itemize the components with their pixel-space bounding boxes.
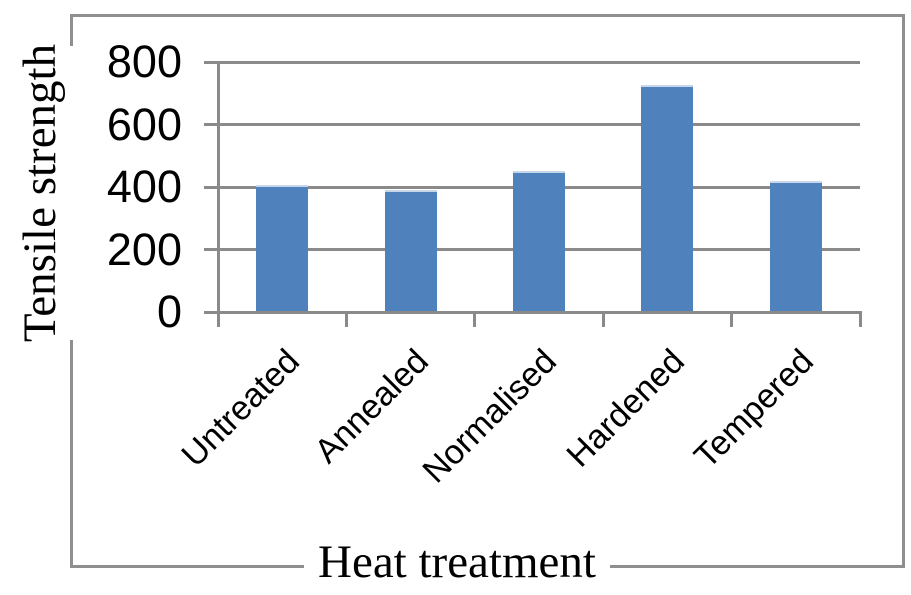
y-tick-label: 400 (106, 161, 182, 212)
y-tick-label: 0 (156, 286, 182, 337)
y-tick (204, 185, 218, 189)
y-axis-line (216, 62, 220, 327)
bar (641, 85, 694, 311)
x-tick (344, 312, 348, 327)
y-tick (204, 60, 218, 64)
y-tick-label: 200 (106, 223, 182, 275)
gridline (218, 60, 860, 64)
x-tick (601, 312, 605, 327)
x-axis-title-text: Heat treatment (318, 536, 596, 588)
y-tick (204, 123, 218, 126)
gridline (218, 123, 860, 126)
bar (513, 171, 565, 311)
x-tick (730, 312, 734, 327)
y-tick (204, 248, 218, 251)
y-axis-title-text: Tensile strength (14, 43, 67, 343)
bar (769, 180, 822, 311)
bar (384, 190, 437, 311)
x-tick (858, 312, 862, 327)
y-tick-label: 600 (106, 98, 182, 150)
bar (256, 185, 309, 311)
y-tick-label: 800 (106, 36, 182, 87)
x-axis-line (204, 310, 862, 314)
x-axis-title: Heat treatment (304, 532, 610, 592)
x-tick (473, 312, 477, 327)
y-axis-title: Tensile strength (0, 43, 80, 343)
